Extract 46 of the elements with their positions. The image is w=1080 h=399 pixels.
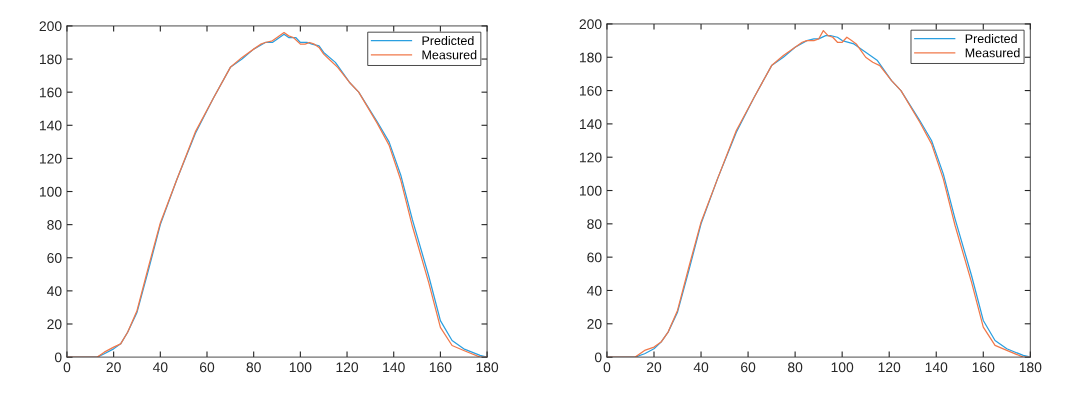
x-tick-label: 100: [831, 362, 854, 373]
x-tick-label: 80: [788, 362, 803, 373]
y-tick-label: 180: [39, 54, 62, 65]
y-tick-label: 140: [39, 120, 62, 131]
x-tick-label: 0: [603, 362, 611, 373]
y-tick-label: 80: [587, 219, 602, 230]
y-tick-label: 160: [39, 87, 62, 98]
y-tick-label: 120: [39, 153, 62, 164]
x-tick-label: 160: [429, 362, 452, 373]
x-tick-label: 120: [336, 362, 359, 373]
x-tick-label: 180: [476, 362, 499, 373]
x-tick-label: 60: [741, 362, 756, 373]
x-tick-label: 80: [246, 362, 261, 373]
x-tick-label: 180: [1019, 362, 1042, 373]
legend-label: Predicted: [422, 35, 474, 46]
x-tick-label: 40: [693, 362, 709, 373]
y-tick-label: 60: [47, 253, 62, 263]
y-tick-label: 40: [586, 285, 602, 296]
legend-label: Measured: [422, 50, 477, 60]
y-tick-label: 100: [579, 185, 602, 196]
x-tick-label: 160: [972, 362, 995, 373]
y-tick-label: 100: [39, 186, 62, 197]
y-tick-label: 40: [46, 286, 62, 297]
x-tick-label: 140: [383, 362, 405, 373]
y-tick-label: 20: [587, 319, 602, 329]
y-tick-label: 20: [47, 319, 62, 330]
x-tick-label: 100: [289, 362, 312, 373]
x-tick-label: 20: [106, 362, 121, 373]
x-tick-label: 140: [925, 362, 948, 373]
y-tick-label: 80: [47, 219, 62, 230]
y-tick-label: 160: [579, 85, 602, 96]
y-tick-label: 180: [579, 52, 602, 63]
y-tick-label: 120: [579, 152, 602, 163]
y-tick-label: 0: [594, 352, 602, 363]
y-tick-label: 140: [579, 119, 602, 130]
legend-label: Predicted: [965, 33, 1017, 44]
x-tick-label: 20: [646, 362, 662, 373]
y-tick-label: 200: [579, 19, 602, 30]
x-tick-label: 0: [63, 362, 71, 373]
x-tick-label: 60: [199, 362, 215, 373]
legend-label: Measured: [965, 48, 1020, 58]
y-tick-label: 200: [39, 21, 62, 32]
x-tick-label: 120: [878, 362, 901, 373]
x-tick-label: 40: [152, 362, 168, 373]
y-tick-label: 60: [587, 252, 602, 263]
y-tick-label: 0: [54, 352, 62, 363]
